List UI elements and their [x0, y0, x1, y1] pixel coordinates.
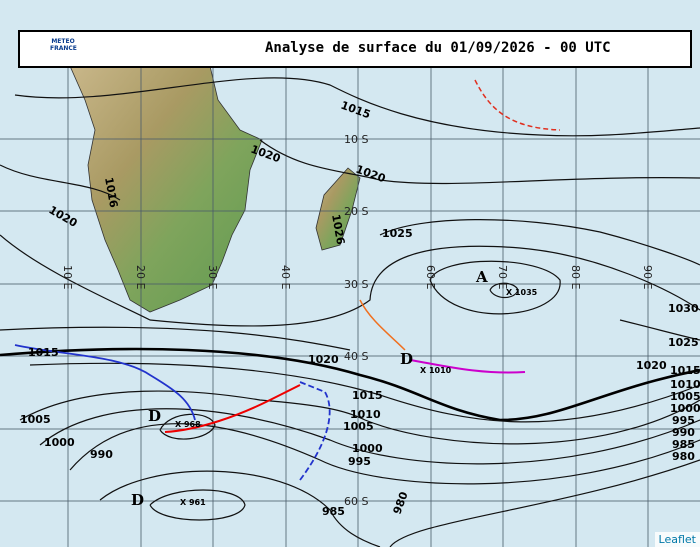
latitude-label: 40 S — [344, 350, 368, 363]
center-label: X 968 — [175, 420, 201, 429]
isobar-label: 995 — [672, 414, 695, 427]
center-symbol: D — [400, 350, 413, 368]
center-symbol: D — [148, 407, 161, 425]
logo: METEO FRANCE — [50, 38, 77, 52]
isobar-label: 1015 — [28, 346, 59, 359]
isobar-label: 1000 — [44, 436, 75, 449]
map-labels: 10 S 20 S 30 S 40 S 60 S 10 E 20 E 30 E 40 E 60 E… — [20, 99, 700, 518]
isobar-label: 1030 — [668, 302, 699, 315]
latitude-label: 60 S — [344, 495, 368, 508]
longitude-label: 40 E — [279, 265, 292, 289]
title: Analyse de surface du 01/09/2026 - 00 UT… — [265, 40, 611, 56]
isobar-label: 1010 — [670, 378, 700, 391]
isobar-label: 1020 — [249, 143, 283, 166]
longitude-label: 70 E — [496, 265, 509, 289]
isobar-label: 990 — [90, 448, 113, 461]
longitude-label: 60 E — [424, 265, 437, 289]
center-label: X 961 — [180, 498, 206, 507]
isobar-label: 980 — [391, 490, 411, 516]
isobar-label: 1015 — [670, 364, 700, 377]
longitude-label: 20 E — [134, 265, 147, 289]
isobar-label: 1005 — [670, 390, 700, 403]
longitude-label: 10 E — [61, 265, 74, 289]
isobar-label: 980 — [672, 450, 695, 463]
grid — [0, 66, 700, 547]
longitude-label: 30 E — [206, 265, 219, 289]
isobar-label: 1010 — [350, 408, 381, 421]
longitude-label: 90 E — [641, 265, 654, 289]
isobar-label: 985 — [672, 438, 695, 451]
latitude-label: 30 S — [344, 278, 368, 291]
isobar-label: 1025 — [668, 336, 699, 349]
center-symbol: D — [131, 491, 144, 509]
center-label: X 1010 — [420, 366, 452, 375]
isobars — [0, 77, 700, 547]
fronts — [14, 79, 561, 481]
land — [69, 65, 361, 313]
center-label: X 1035 — [506, 288, 538, 297]
isobar-label: 1005 — [343, 420, 374, 433]
isobar-label: 1025 — [382, 227, 413, 240]
isobar-label: 985 — [322, 505, 345, 518]
isobar-label: 1020 — [636, 359, 667, 372]
isobar-label: 1015 — [352, 389, 383, 402]
isobar-label: 1020 — [308, 353, 339, 366]
isobar-label: 1000 — [352, 442, 383, 455]
isobar-label: 1026 — [329, 213, 347, 246]
latitude-label: 10 S — [344, 133, 368, 146]
isobar-label: 995 — [348, 455, 371, 468]
attribution[interactable]: Leaflet — [654, 532, 700, 547]
isobar-label: 1016 — [102, 176, 120, 209]
isobar-label: 1005 — [20, 413, 51, 426]
title-box: METEO FRANCE Analyse de surface du 01/09… — [18, 30, 692, 68]
isobar-label: 1000 — [670, 402, 700, 415]
isobar-label: 990 — [672, 426, 695, 439]
center-symbol: A — [475, 268, 488, 286]
longitude-label: 80 E — [569, 265, 582, 289]
isobar-label: 1020 — [47, 203, 80, 230]
latitude-label: 20 S — [344, 205, 368, 218]
